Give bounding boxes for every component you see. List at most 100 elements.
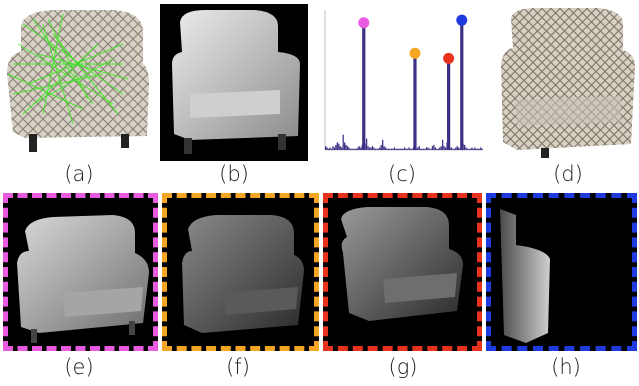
histogram-bar [450,147,453,150]
histogram-bar [365,138,368,150]
histogram-bar [472,148,475,150]
histogram-bar [444,147,447,150]
histogram-bar [477,148,479,150]
histogram-bar [421,148,423,150]
histogram-bar [374,148,377,150]
histogram-bar [434,147,436,150]
histogram-bar [392,148,394,150]
caption-e: (e) [64,355,94,379]
histogram-bar [453,148,456,150]
peak-bar [460,20,464,150]
histogram-bar [401,148,403,150]
histogram-bar [384,147,387,150]
panel-f [162,193,319,351]
caption-f: (f) [226,355,250,379]
histogram-bar [455,147,457,150]
histogram-bar [357,147,359,150]
histogram-bar [396,148,398,150]
histogram-bar [475,148,477,150]
histogram-bar [427,147,429,150]
histogram-bar [379,147,381,150]
histogram-bar [424,148,426,150]
histogram-bar [325,146,327,150]
peak-bar [447,58,451,151]
histogram-bar [373,147,375,150]
frame-h [486,193,637,351]
histogram-bar [389,148,391,150]
histogram-bar [326,147,328,150]
histogram-bar [420,148,422,150]
histogram-bar [399,148,401,150]
histogram-bar [471,147,473,150]
histogram-bar [469,148,472,150]
armchair-gray-render-icon [172,10,300,154]
histogram-bar [405,148,407,150]
histogram-bar [333,147,336,150]
caption-g: (g) [388,355,418,379]
armchair-patterned-photo-icon [501,8,635,158]
histogram-bar [478,148,480,150]
panel-d [497,4,637,160]
histogram-bar [371,146,374,150]
histogram-bar [409,148,412,150]
panel-a [3,4,151,160]
histogram-bar [358,146,360,150]
histogram-bar [481,148,483,150]
histogram-bar [395,148,397,150]
histogram-bar [474,147,476,150]
histogram-bar [345,144,347,150]
histogram-bar [468,148,470,150]
caption-h: (h) [551,355,581,379]
histogram-svg [324,10,483,151]
histogram-bar [465,147,467,150]
histogram-bar [360,147,362,150]
peak-marker [456,14,468,26]
peak-marker [358,17,370,29]
histogram-bar [367,146,369,150]
histogram-bar [327,148,330,150]
histogram-bar [404,147,406,150]
caption-c: (c) [388,162,416,186]
histogram-bar [348,147,350,150]
histogram-bar [480,147,482,150]
frame-e [3,193,158,351]
histogram-bar [351,148,353,150]
frame-g [323,193,482,351]
histogram-bar [355,148,357,150]
histogram-bar [418,146,420,150]
histogram-bar [428,148,431,150]
histogram-bar [338,143,340,150]
peak-bar [362,22,366,150]
panel-b [160,4,308,161]
histogram-bar [411,148,413,150]
histogram-bar [417,147,419,150]
histogram-bar [352,148,355,150]
histogram-bar [393,147,396,150]
histogram-bar [437,148,439,150]
caption-b: (b) [219,162,249,186]
histogram-bar [376,148,378,150]
histogram-bar [383,146,385,150]
armchair-render-dark-icon [182,215,304,333]
histogram-bar [370,147,372,150]
histogram-bar [336,142,338,150]
histogram-bar [402,148,404,150]
histogram-bar [332,146,334,150]
histogram-bar [380,144,382,150]
histogram-bar [339,146,341,150]
histogram-bar [436,148,438,150]
caption-d: (d) [553,162,583,186]
histogram-bar [335,144,337,150]
histogram-bar [354,148,356,150]
peak-marker [443,52,455,64]
histogram-bar [430,148,432,150]
histogram-bar [442,139,444,150]
armchair-render-side-icon [341,207,463,321]
histogram-bar [458,147,460,150]
histogram-chart [315,4,487,156]
histogram-bar [439,147,441,150]
armchair-render-front-icon [17,215,149,343]
histogram-bar [398,148,400,150]
histogram-bar [443,146,445,150]
peak-bar [413,53,417,150]
